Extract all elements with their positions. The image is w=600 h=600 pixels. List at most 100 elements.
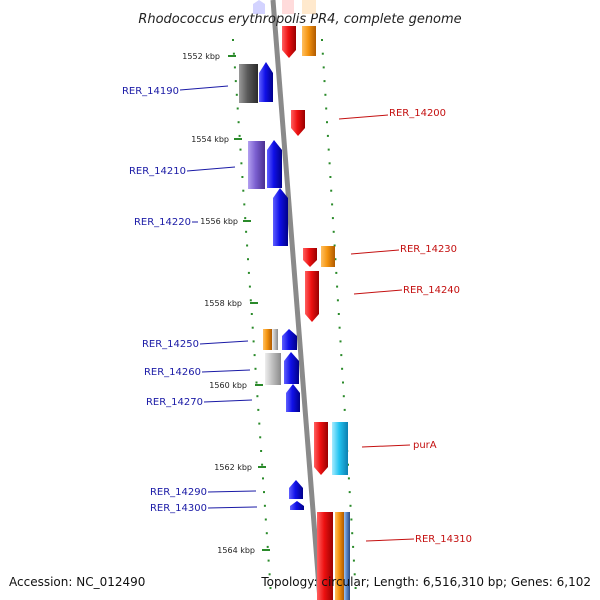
leader-line [207,506,258,509]
tick-dot [347,477,350,480]
gene-arrow[interactable] [305,271,319,322]
gene-block[interactable] [239,64,258,103]
gene-label[interactable]: RER_14200 [389,108,446,119]
tick-dot [239,148,242,151]
gene-block[interactable] [263,329,272,350]
gene-label[interactable]: RER_14230 [400,244,457,255]
gene-label[interactable]: RER_14300 [150,503,207,514]
kbp-tick-label: 1554 kbp [191,135,229,144]
tick-dot [342,381,344,384]
tick-dot [244,217,247,220]
kbp-tick-label: 1564 kbp [217,546,255,555]
tick-dot [341,367,344,370]
tick-dot [261,463,264,466]
gene-arrow[interactable] [282,26,296,58]
tick-dot [321,39,323,41]
tick-dot [326,134,329,137]
tick-dot [260,450,263,452]
tick-dot [246,244,249,247]
gene-arrow[interactable] [273,188,288,246]
gene-label[interactable]: RER_14210 [129,166,186,177]
gene-arrow[interactable] [284,352,299,384]
tick-dot [338,326,341,329]
tick-dot [332,230,335,233]
tick-dot [335,271,338,274]
tick-dot [252,340,255,343]
leader-line [353,289,403,295]
tick-dot [248,285,251,288]
topology-text: Topology: circular; Length: 6,516,310 bp… [260,575,591,589]
tick-dot [242,189,245,192]
kbp-tick-group: 1552 kbp 1554 kbp 1556 kbp 1558 kbp 1560… [182,52,270,555]
tick-dot [343,408,346,411]
tick-dot [253,354,256,357]
tick-dot [250,313,253,315]
gene-block[interactable] [335,512,344,600]
leader-line [361,444,411,448]
tick-dot [329,176,332,178]
gene-arrow[interactable] [282,329,297,350]
gene-block[interactable] [344,512,350,600]
gene-block[interactable] [248,141,265,189]
tick-dot [256,395,259,398]
gene-arrow-top-left [253,0,265,14]
tick-dot [342,395,345,398]
tick-dot [350,518,353,521]
gene-label[interactable]: RER_14190 [122,86,179,97]
gene-arrow[interactable] [267,140,282,188]
gene-arrow[interactable] [289,480,303,499]
tick-dot [232,52,235,55]
gene-label-group-left: RER_14190 RER_14210 RER_14220 RER_14250 … [122,85,258,514]
leader-line [203,399,253,403]
gene-block[interactable] [272,329,278,350]
kbp-tick-label: 1560 kbp [209,381,247,390]
gene-label[interactable]: RER_14260 [144,367,201,378]
gene-label-group-right: RER_14200 RER_14230 RER_14240 purA RER_1… [338,108,472,545]
tick-dot [263,491,265,494]
gene-label[interactable]: purA [413,440,437,451]
tick-dot [353,573,356,576]
gene-label[interactable]: RER_14240 [403,285,460,296]
tick-dot [258,422,261,425]
tick-dot [351,532,354,535]
tick-dot [249,299,252,302]
gene-arrow[interactable] [303,248,317,267]
gene-arrow[interactable] [291,110,305,136]
tick-dot [336,299,339,302]
leader-line [201,369,251,373]
tick-dot [245,230,248,233]
tick-dot [241,176,244,178]
accession-text: Accession: NC_012490 [9,575,145,589]
gene-arrow[interactable] [290,501,304,510]
gene-block[interactable] [265,353,281,385]
gene-block-top-right [302,0,316,14]
gene-label[interactable]: RER_14270 [146,397,203,408]
gene-label[interactable]: RER_14310 [415,534,472,545]
tick-dot [265,532,268,535]
tick-dot [322,66,325,69]
gene-block-top-right [282,0,294,14]
kbp-tick-label: 1562 kbp [214,463,252,472]
gene-block[interactable] [321,246,335,267]
gene-arrow[interactable] [286,384,300,412]
tick-dot [354,587,357,589]
gene-arrow[interactable] [259,62,273,102]
gene-block[interactable] [332,422,348,475]
tick-dot [336,285,339,288]
tick-dot [348,491,351,494]
tick-dot [254,367,257,370]
tick-dot [264,518,267,521]
leader-line [179,85,229,91]
kbp-tick-label: 1552 kbp [182,52,220,61]
tick-dot [324,93,327,96]
gene-label[interactable]: RER_14250 [142,339,199,350]
gene-label[interactable]: RER_14290 [150,487,207,498]
tick-dot [247,258,249,261]
gene-arrow[interactable] [314,422,328,475]
gene-block[interactable] [317,512,333,600]
tick-dot [262,477,264,480]
gene-label[interactable]: RER_14220 [134,217,191,228]
genome-backbone [270,0,323,600]
gene-block[interactable] [302,26,316,56]
leader-line [365,538,415,542]
